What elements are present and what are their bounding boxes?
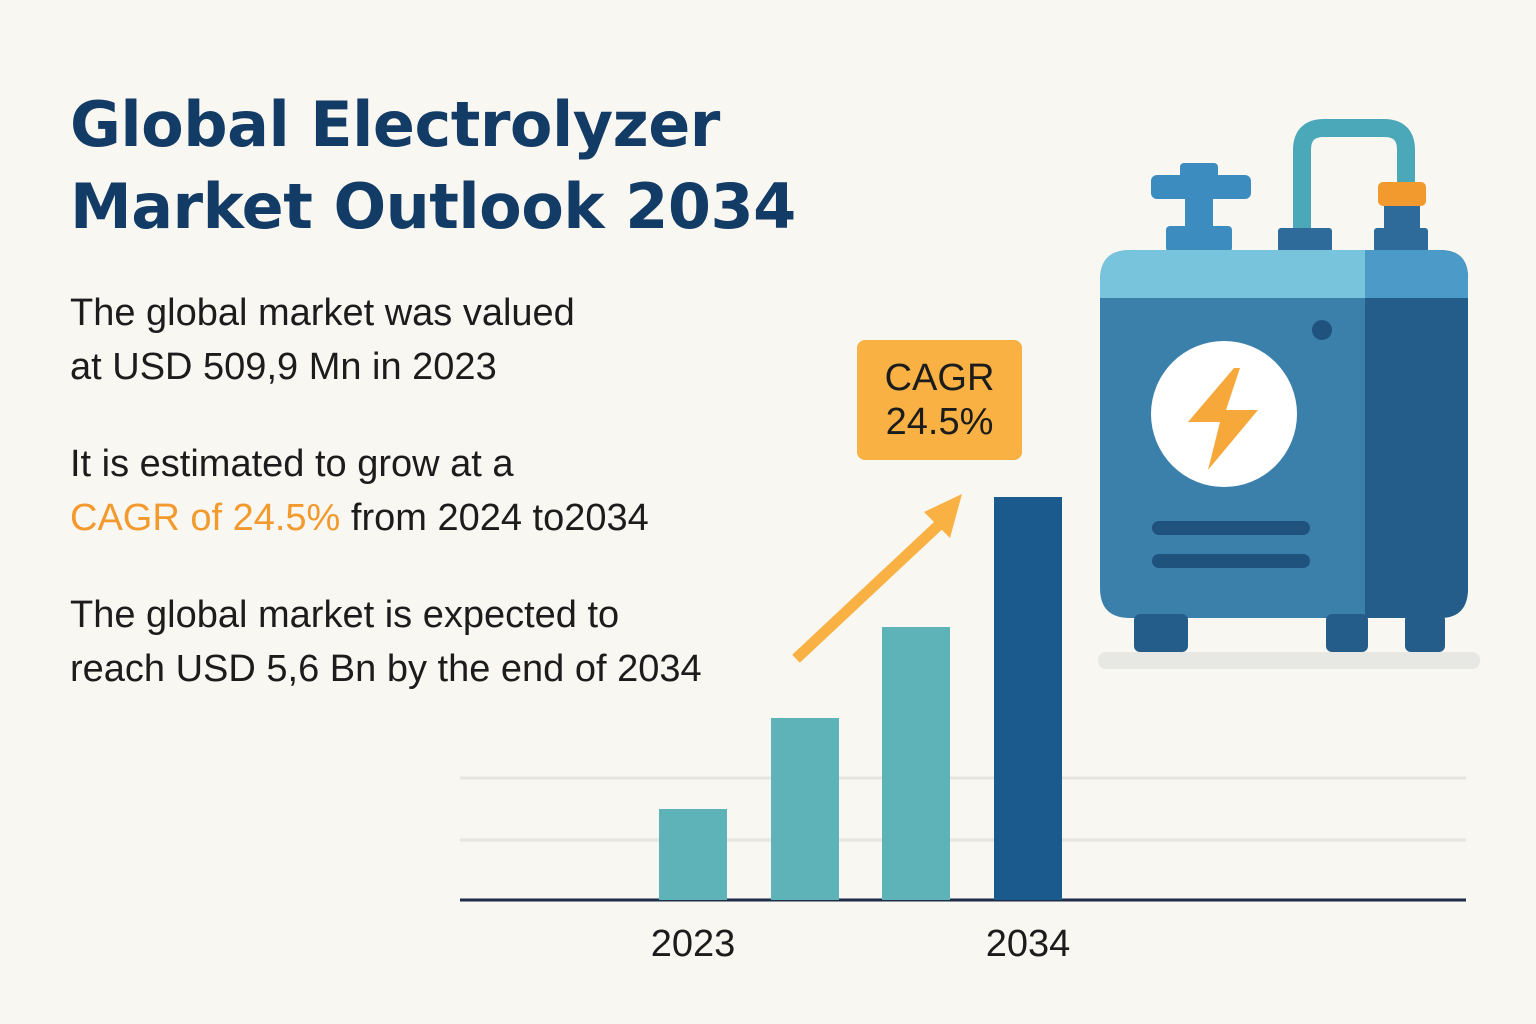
cagr-highlight: CAGR of 24.5% <box>70 497 341 539</box>
machine-top-band-side <box>1365 250 1468 298</box>
statement-cagr: It is estimated to grow at a CAGR of 24.… <box>70 437 649 545</box>
chart-bar <box>994 497 1062 900</box>
cagr-badge-value: 24.5% <box>885 401 994 443</box>
chart-bar <box>882 627 950 900</box>
nozzle-right <box>1374 228 1428 252</box>
statement-2-line-2: CAGR of 24.5% from 2024 to2034 <box>70 491 649 545</box>
foot-2 <box>1326 614 1368 652</box>
cagr-badge: CAGR 24.5% <box>857 340 1022 460</box>
valve-handle <box>1151 175 1251 199</box>
foot-1 <box>1134 614 1188 652</box>
statement-2-line-1: It is estimated to grow at a <box>70 443 514 485</box>
statement-3-line-2: reach USD 5,6 Bn by the end of 2034 <box>70 648 702 690</box>
machine-shadow <box>1098 652 1480 669</box>
nozzle-left <box>1278 228 1332 252</box>
vent-line-1 <box>1152 521 1310 535</box>
statement-1-line-2: at USD 509,9 Mn in 2023 <box>70 346 497 388</box>
statement-forecast: The global market is expected to reach U… <box>70 588 702 696</box>
vent-line-2 <box>1152 554 1310 568</box>
up-arrow-icon <box>792 494 962 663</box>
valve-stem <box>1185 198 1213 228</box>
pipe <box>1293 119 1415 232</box>
statement-3-line-1: The global market is expected to <box>70 594 620 636</box>
machine-top-band <box>1100 250 1365 298</box>
page-title: Global Electrolyzer Market Outlook 2034 <box>70 84 796 248</box>
title-line-1: Global Electrolyzer <box>70 88 720 161</box>
lightning-bolt-icon <box>1188 368 1258 470</box>
foot-3 <box>1405 614 1445 652</box>
statement-market-value: The global market was valued at USD 509,… <box>70 286 575 394</box>
machine-side <box>1365 250 1468 618</box>
chart-bar <box>659 809 727 900</box>
valve-base <box>1166 226 1232 252</box>
statement-2-rest: from 2024 to2034 <box>340 497 649 539</box>
x-tick-label: 2023 <box>651 923 736 965</box>
chart-bars <box>659 497 1062 900</box>
chart-x-ticks: 2023 2034 <box>651 923 1071 965</box>
pipe-collar <box>1384 206 1420 232</box>
status-light <box>1312 320 1332 340</box>
pipe-connector <box>1378 182 1426 206</box>
chart-bar <box>771 718 839 900</box>
cagr-badge-label: CAGR <box>884 357 995 399</box>
statement-1-line-1: The global market was valued <box>70 292 575 334</box>
title-line-2: Market Outlook 2034 <box>70 170 796 243</box>
chart-gridlines <box>460 776 1466 902</box>
x-tick-label: 2034 <box>986 923 1071 965</box>
